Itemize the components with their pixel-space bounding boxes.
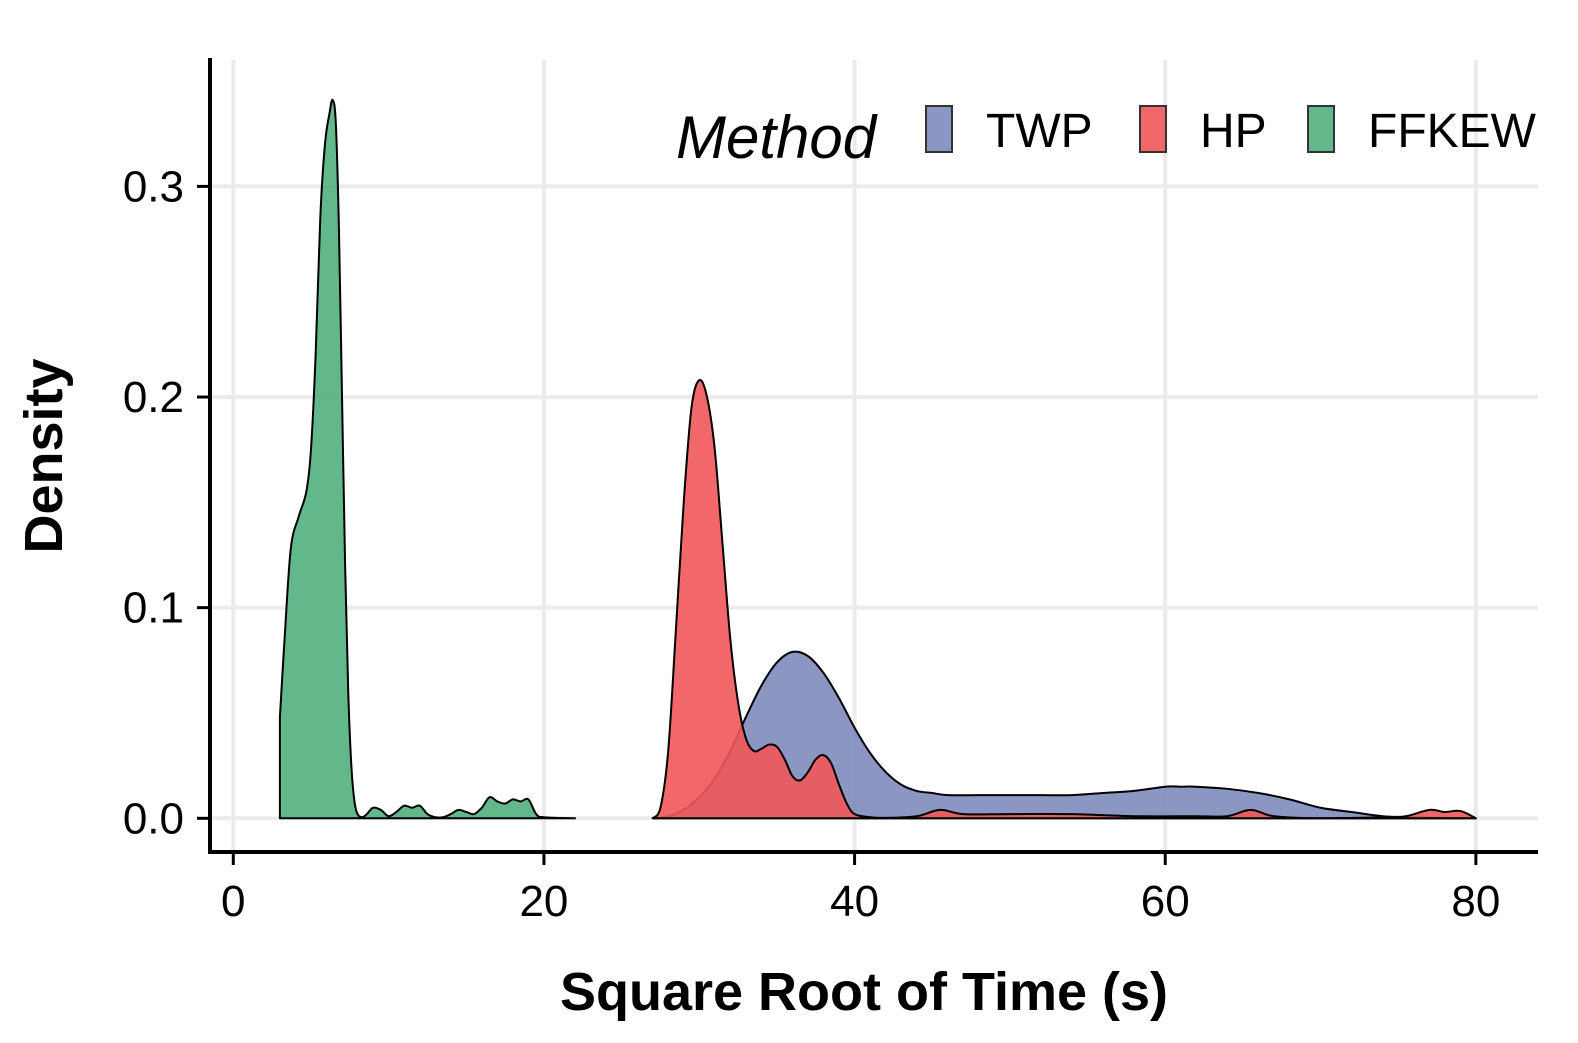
legend: Method TWP HP FFKEW [676,104,1537,171]
legend-key-ffkew [1307,105,1335,153]
y-tick-label: 0.1 [123,584,184,633]
x-tick-label: 40 [830,877,879,926]
density-areas [278,98,1477,820]
x-axis-title: Square Root of Time (s) [560,962,1168,1022]
legend-key-twp [925,105,953,153]
x-tick-label: 60 [1141,877,1190,926]
y-ticks: 0.0 0.1 0.2 0.3 [123,162,210,843]
x-tick-label: 20 [519,877,568,926]
y-tick-label: 0.2 [123,373,184,422]
x-tick-label: 80 [1451,877,1500,926]
legend-label-hp: HP [1200,105,1267,158]
legend-label-twp: TWP [986,105,1093,158]
y-tick-label: 0.0 [123,794,184,843]
density-area-ffkew [278,98,577,820]
legend-key-hp [1139,105,1167,153]
density-area-twp [651,650,1477,820]
density-area-hp [651,378,1477,820]
legend-title: Method [676,104,878,171]
x-tick-label: 0 [221,877,245,926]
legend-label-ffkew: FFKEW [1368,105,1537,158]
axes [208,58,1538,854]
y-tick-label: 0.3 [123,162,184,211]
x-ticks: 0 20 40 60 80 [221,852,1500,926]
y-axis-title: Density [14,358,74,553]
